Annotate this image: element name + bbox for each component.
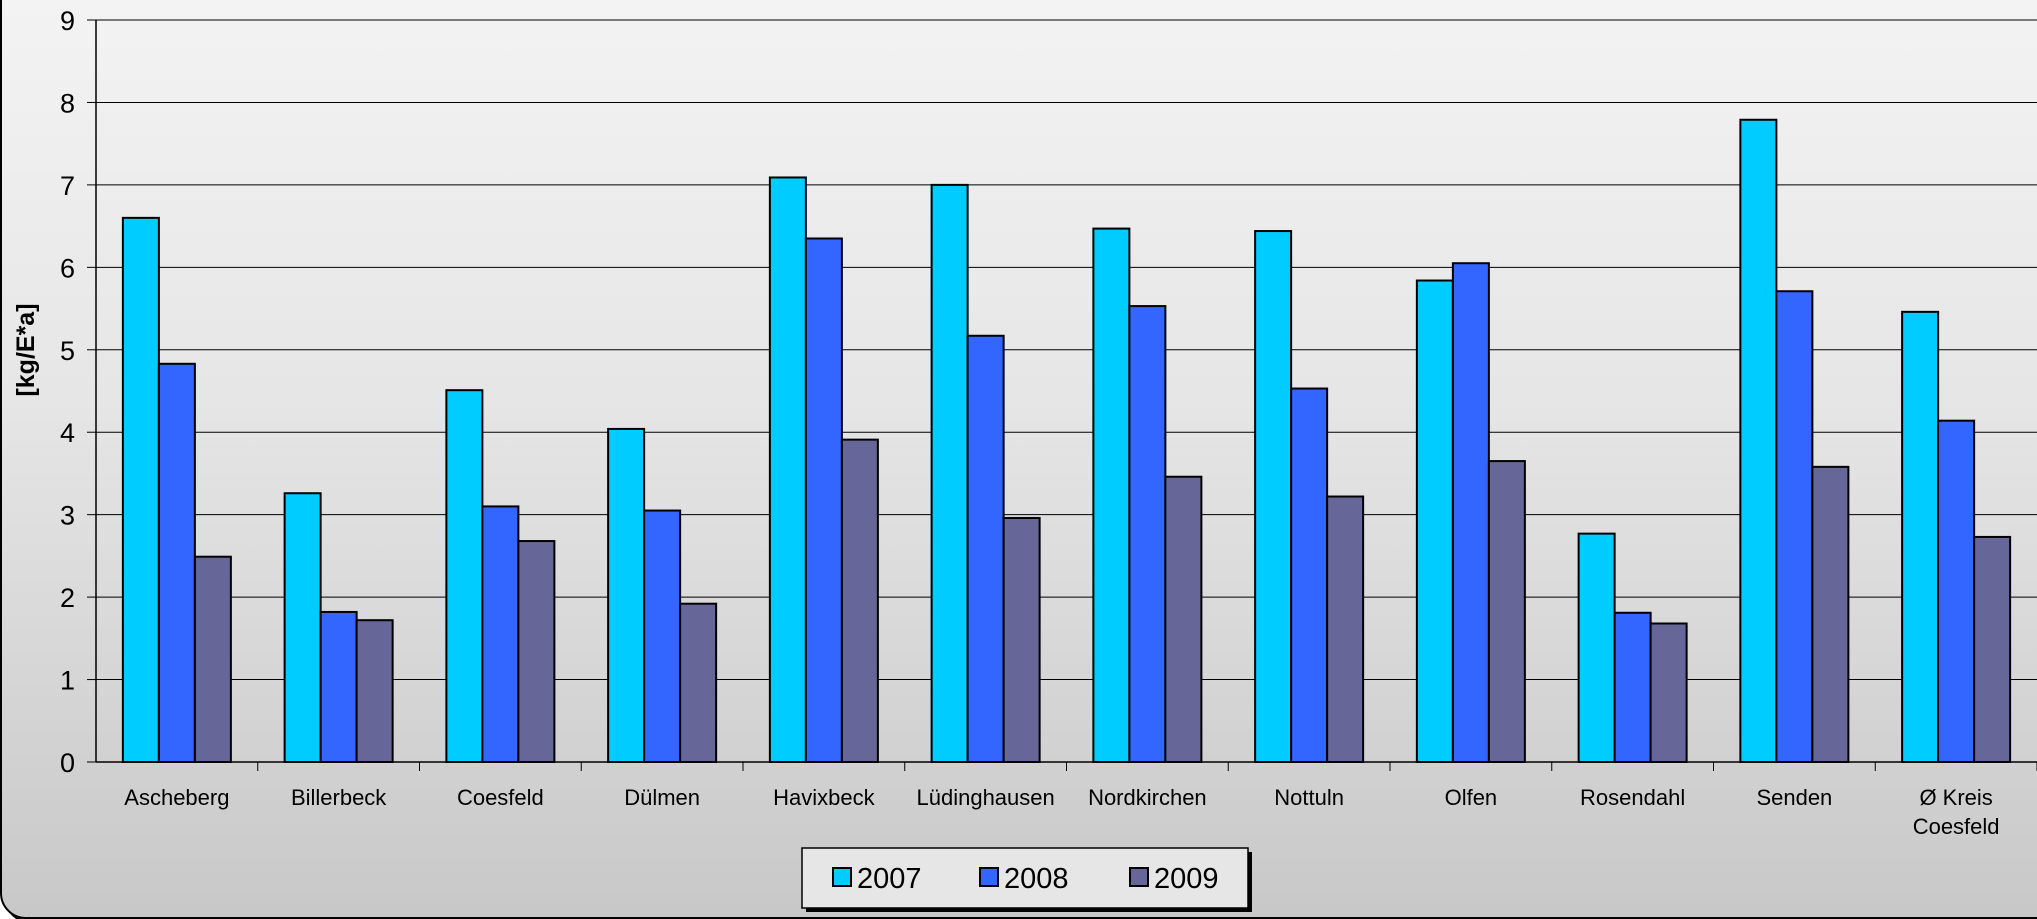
bar-2008 [966, 334, 1005, 763]
bar-2008 [1451, 262, 1490, 763]
legend-swatch-2008 [979, 867, 999, 887]
bar-2008 [1128, 305, 1167, 763]
bar-2007 [1739, 118, 1778, 764]
x-tick-label: Ascheberg [124, 785, 229, 810]
y-tick-label: 1 [60, 666, 75, 696]
x-tick-label: Senden [1756, 785, 1832, 810]
x-tick-label: Olfen [1445, 785, 1498, 810]
bar-2007 [607, 427, 646, 763]
bar-2009 [840, 438, 879, 763]
x-tick-label: Lüdinghausen [917, 785, 1055, 810]
legend-box [801, 847, 1249, 909]
bar-2009 [517, 540, 556, 763]
bar-2009 [679, 602, 718, 763]
legend-swatch-2009 [1129, 867, 1149, 887]
x-tick-label-line: Dülmen [624, 785, 700, 810]
y-tick-label: 3 [60, 501, 75, 531]
y-tick-label: 5 [60, 336, 75, 366]
bar-2009 [1973, 535, 2012, 764]
bar-2009 [1649, 622, 1688, 764]
bar-2008 [1613, 611, 1652, 764]
x-tick-label-line: Ascheberg [124, 785, 229, 810]
bar-2008 [481, 505, 520, 763]
legend-label-2009: 2009 [1154, 863, 1219, 895]
bar-2007 [1254, 230, 1293, 763]
x-tick-label-line: Nordkirchen [1088, 785, 1207, 810]
legend: 2007 2008 2009 [801, 847, 1252, 912]
bar-2008 [157, 362, 196, 763]
y-tick-label: 8 [60, 88, 75, 118]
axes: 0 1 2 3 4 5 6 7 8 9 Ascheberg Billerbeck Coesfeld Dül… [60, 6, 2037, 839]
x-tick-label: Dülmen [624, 785, 700, 810]
x-tick-label-line: Olfen [1445, 785, 1498, 810]
x-tick-label-line: Lüdinghausen [917, 785, 1055, 810]
x-tick-label-line: Nottuln [1274, 785, 1344, 810]
legend-label-2008: 2008 [1004, 863, 1069, 895]
bar-2007 [930, 183, 969, 763]
y-tick-label: 2 [60, 583, 75, 613]
legend-swatch-2007 [832, 867, 852, 887]
x-tick-label-line: Billerbeck [291, 785, 387, 810]
bar-2007 [768, 176, 807, 764]
bar-2007 [1577, 532, 1616, 764]
bar-2008 [1775, 290, 1814, 763]
x-tick-label: Nordkirchen [1088, 785, 1207, 810]
bars [121, 118, 2012, 764]
y-tick-label: 4 [60, 418, 75, 448]
bar-2009 [1164, 475, 1203, 763]
x-tick-label-line: Havixbeck [773, 785, 875, 810]
gridlines [96, 19, 2037, 681]
x-tick-label-line: Ø Kreis [1919, 785, 1992, 810]
bar-2009 [1002, 516, 1041, 763]
bar-2009 [1487, 460, 1526, 763]
y-axis-label: [kg/E*a] [12, 303, 40, 396]
y-tick-label: 7 [60, 171, 75, 201]
bar-2008 [1290, 387, 1329, 763]
bar-2007 [283, 492, 322, 763]
bar-2009 [193, 555, 232, 763]
x-tick-label: Coesfeld [457, 785, 544, 810]
bar-2007 [1901, 310, 1940, 763]
legend-label-2007: 2007 [857, 863, 922, 895]
bar-2007 [1092, 227, 1131, 763]
bar-2007 [445, 389, 484, 763]
x-tick-label: Rosendahl [1580, 785, 1685, 810]
x-tick-label: Havixbeck [773, 785, 875, 810]
bar-2008 [319, 610, 358, 763]
x-tick-label: Billerbeck [291, 785, 387, 810]
bar-2009 [1326, 495, 1365, 763]
x-tick-label-line: Coesfeld [457, 785, 544, 810]
y-tick-label: 6 [60, 253, 75, 283]
bar-2007 [121, 216, 160, 764]
x-tick-label-line: Rosendahl [1580, 785, 1685, 810]
bar-2007 [1415, 279, 1454, 763]
bar-2008 [643, 509, 682, 763]
y-tick-label: 0 [60, 748, 75, 778]
bar-2009 [1811, 465, 1850, 763]
bar-2008 [804, 237, 843, 763]
x-tick-label-line: Senden [1756, 785, 1832, 810]
bar-2009 [355, 619, 394, 763]
x-tick-label: Nottuln [1274, 785, 1344, 810]
x-tick-label-line: Coesfeld [1913, 814, 2000, 839]
x-tick-label: Ø Kreis Coesfeld [1913, 785, 2000, 839]
y-tick-label: 9 [60, 6, 75, 36]
bar-2008 [1937, 419, 1976, 763]
